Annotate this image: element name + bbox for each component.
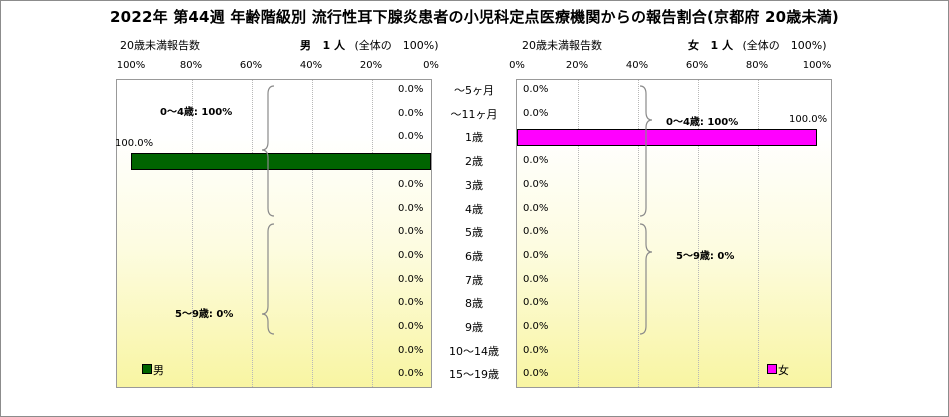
male-value-label: 0.0%	[398, 297, 424, 309]
male-value-label: 0.0%	[398, 226, 424, 238]
age-category-label: 1歳	[465, 131, 483, 145]
female-value-label: 0.0%	[523, 178, 549, 190]
age-category-label: ～11ヶ月	[450, 107, 498, 121]
female-x-tick: 20%	[565, 60, 589, 71]
female-x-tick: 40%	[625, 60, 649, 71]
female-value-label: 100.0%	[789, 114, 828, 126]
female-value-label: 0.0%	[523, 202, 549, 214]
male-bar	[131, 152, 431, 170]
male-group-label-5-9: 5～9歳: 0%	[175, 309, 234, 320]
male-value-label: 0.0%	[398, 202, 424, 214]
female-count: 1 人	[710, 39, 733, 52]
age-category-label: 6歳	[465, 249, 483, 263]
male-value-label: 0.0%	[398, 368, 424, 380]
age-category-label: 8歳	[465, 297, 483, 311]
male-value-label: 0.0%	[398, 131, 424, 143]
male-report-label: 20歳未満報告数	[120, 39, 200, 52]
age-category-label: 2歳	[465, 155, 483, 169]
male-count: 1 人	[322, 39, 345, 52]
female-x-tick: 60%	[685, 60, 709, 71]
male-value-label: 0.0%	[398, 273, 424, 285]
age-category-label: 10～14歳	[449, 344, 499, 358]
male-legend: 男	[142, 362, 164, 378]
male-x-tick: 60%	[239, 60, 263, 71]
male-grid-line	[192, 80, 193, 387]
age-category-label: 3歳	[465, 178, 483, 192]
female-value-label: 0.0%	[523, 297, 549, 309]
female-x-tick: 0%	[509, 60, 525, 71]
male-grid-line	[372, 80, 373, 387]
female-report-label: 20歳未満報告数	[522, 39, 602, 52]
female-value-label: 0.0%	[523, 84, 549, 95]
male-legend-swatch	[142, 364, 152, 374]
male-sex-label: 男	[300, 39, 311, 52]
age-category-label: 7歳	[465, 273, 483, 287]
male-count-line: 男 1 人 (全体の 100%)	[300, 37, 439, 53]
age-category-label: ～5ヶ月	[454, 84, 494, 97]
age-category-label: 4歳	[465, 202, 483, 216]
female-value-label: 0.0%	[523, 249, 549, 261]
male-value-label: 0.0%	[398, 84, 424, 95]
female-value-label: 0.0%	[523, 344, 549, 356]
female-grid-line	[578, 80, 579, 387]
female-group-label-5-9: 5～9歳: 0%	[676, 251, 735, 262]
male-age-group-brackets	[261, 85, 275, 335]
female-value-label: 0.0%	[523, 107, 549, 119]
age-category-label: 9歳	[465, 321, 483, 334]
female-grid-line	[638, 80, 639, 387]
female-value-label: 0.0%	[523, 226, 549, 238]
male-grid-line	[312, 80, 313, 387]
age-category-label: 5歳	[465, 226, 483, 240]
female-group-label-0-4: 0～4歳: 100%	[666, 117, 739, 128]
female-age-group-brackets	[639, 85, 653, 335]
female-value-label: 0.0%	[523, 273, 549, 285]
female-share: (全体の 100%)	[742, 39, 827, 52]
female-legend-label: 女	[778, 364, 789, 377]
female-value-label: 0.0%	[523, 321, 549, 332]
male-value-label: 100.0%	[115, 138, 154, 150]
female-count-line: 女 1 人 (全体の 100%)	[688, 37, 827, 53]
male-legend-label: 男	[153, 364, 164, 377]
female-grid-line	[698, 80, 699, 387]
male-value-label: 0.0%	[398, 178, 424, 190]
female-grid-line	[758, 80, 759, 387]
female-x-tick: 80%	[745, 60, 769, 71]
chart-title: 2022年 第44週 年齢階級別 流行性耳下腺炎患者の小児科定点医療機関からの報…	[110, 8, 839, 26]
female-x-tick: 100%	[802, 60, 832, 71]
female-value-label: 0.0%	[523, 368, 549, 380]
female-bar	[517, 128, 817, 146]
female-legend: 女	[767, 362, 789, 378]
male-value-label: 0.0%	[398, 107, 424, 119]
male-value-label: 0.0%	[398, 249, 424, 261]
female-sex-label: 女	[688, 39, 699, 52]
male-share: (全体の 100%)	[354, 39, 439, 52]
male-x-tick: 100%	[116, 60, 146, 71]
female-legend-swatch	[767, 364, 777, 374]
age-category-label: 15～19歳	[449, 368, 499, 382]
male-grid-line	[252, 80, 253, 387]
male-x-tick: 0%	[423, 60, 439, 71]
male-x-tick: 40%	[299, 60, 323, 71]
male-value-label: 0.0%	[398, 344, 424, 356]
male-group-label-0-4: 0～4歳: 100%	[160, 107, 233, 118]
male-value-label: 0.0%	[398, 321, 424, 332]
male-x-tick: 20%	[359, 60, 383, 71]
male-x-tick: 80%	[179, 60, 203, 71]
male-plot-area	[116, 79, 432, 388]
female-value-label: 0.0%	[523, 155, 549, 167]
